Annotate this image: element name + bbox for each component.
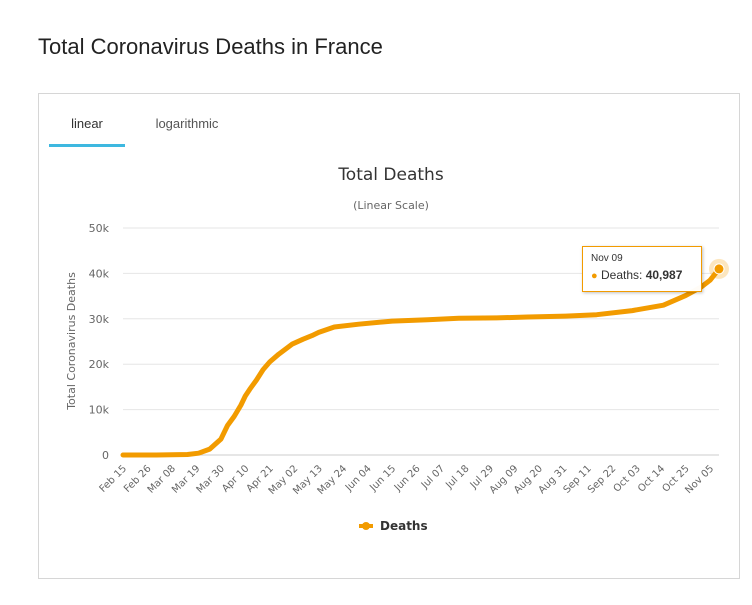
legend[interactable]: Deaths [359, 519, 428, 533]
chart-title: Total Deaths [337, 165, 444, 185]
hover-point[interactable] [713, 263, 725, 275]
legend-item-deaths[interactable]: Deaths [380, 519, 428, 533]
tab-linear[interactable]: linear [49, 112, 125, 147]
tooltip-date: Nov 09 [591, 253, 623, 264]
x-tick-label: Jul 07 [419, 463, 447, 491]
chart-panel: linear logarithmic Total Deaths (Linear … [38, 93, 740, 579]
y-tick-label: 10k [89, 404, 110, 417]
y-tick-label: 20k [89, 358, 110, 371]
tooltip-line: ● Deaths: 40,987 [591, 268, 693, 282]
y-tick-label: 50k [89, 222, 110, 235]
chart-subtitle: (Linear Scale) [353, 199, 429, 212]
y-axis-label: Total Coronavirus Deaths [65, 272, 78, 411]
tooltip-colon: : [639, 268, 646, 282]
tooltip-series-name: Deaths [601, 268, 640, 282]
y-tick-label: 0 [102, 449, 109, 462]
y-tick-label: 40k [89, 267, 110, 280]
tooltip-value: 40,987 [645, 268, 683, 282]
tab-logarithmic[interactable]: logarithmic [155, 116, 219, 131]
x-tick-label: Jul 18 [443, 463, 471, 491]
chart-tooltip: Nov 09 ● Deaths: 40,987 [582, 246, 702, 292]
series-line-deaths [120, 266, 722, 458]
y-axis-ticks: 0 10k 20k 30k 40k 50k [89, 222, 110, 462]
page-title: Total Coronavirus Deaths in France [38, 34, 383, 59]
deaths-line-chart: Total Deaths (Linear Scale) 0 10k 20k 30k 40… [65, 165, 729, 533]
legend-symbol-dot [362, 522, 370, 530]
x-tick-label: Jun 15 [367, 463, 398, 494]
x-tick-label: Jun 26 [392, 463, 423, 494]
x-tick-label: Jun 04 [343, 463, 374, 494]
y-tick-label: 30k [89, 313, 110, 326]
tooltip-dot-icon: ● [591, 270, 598, 282]
